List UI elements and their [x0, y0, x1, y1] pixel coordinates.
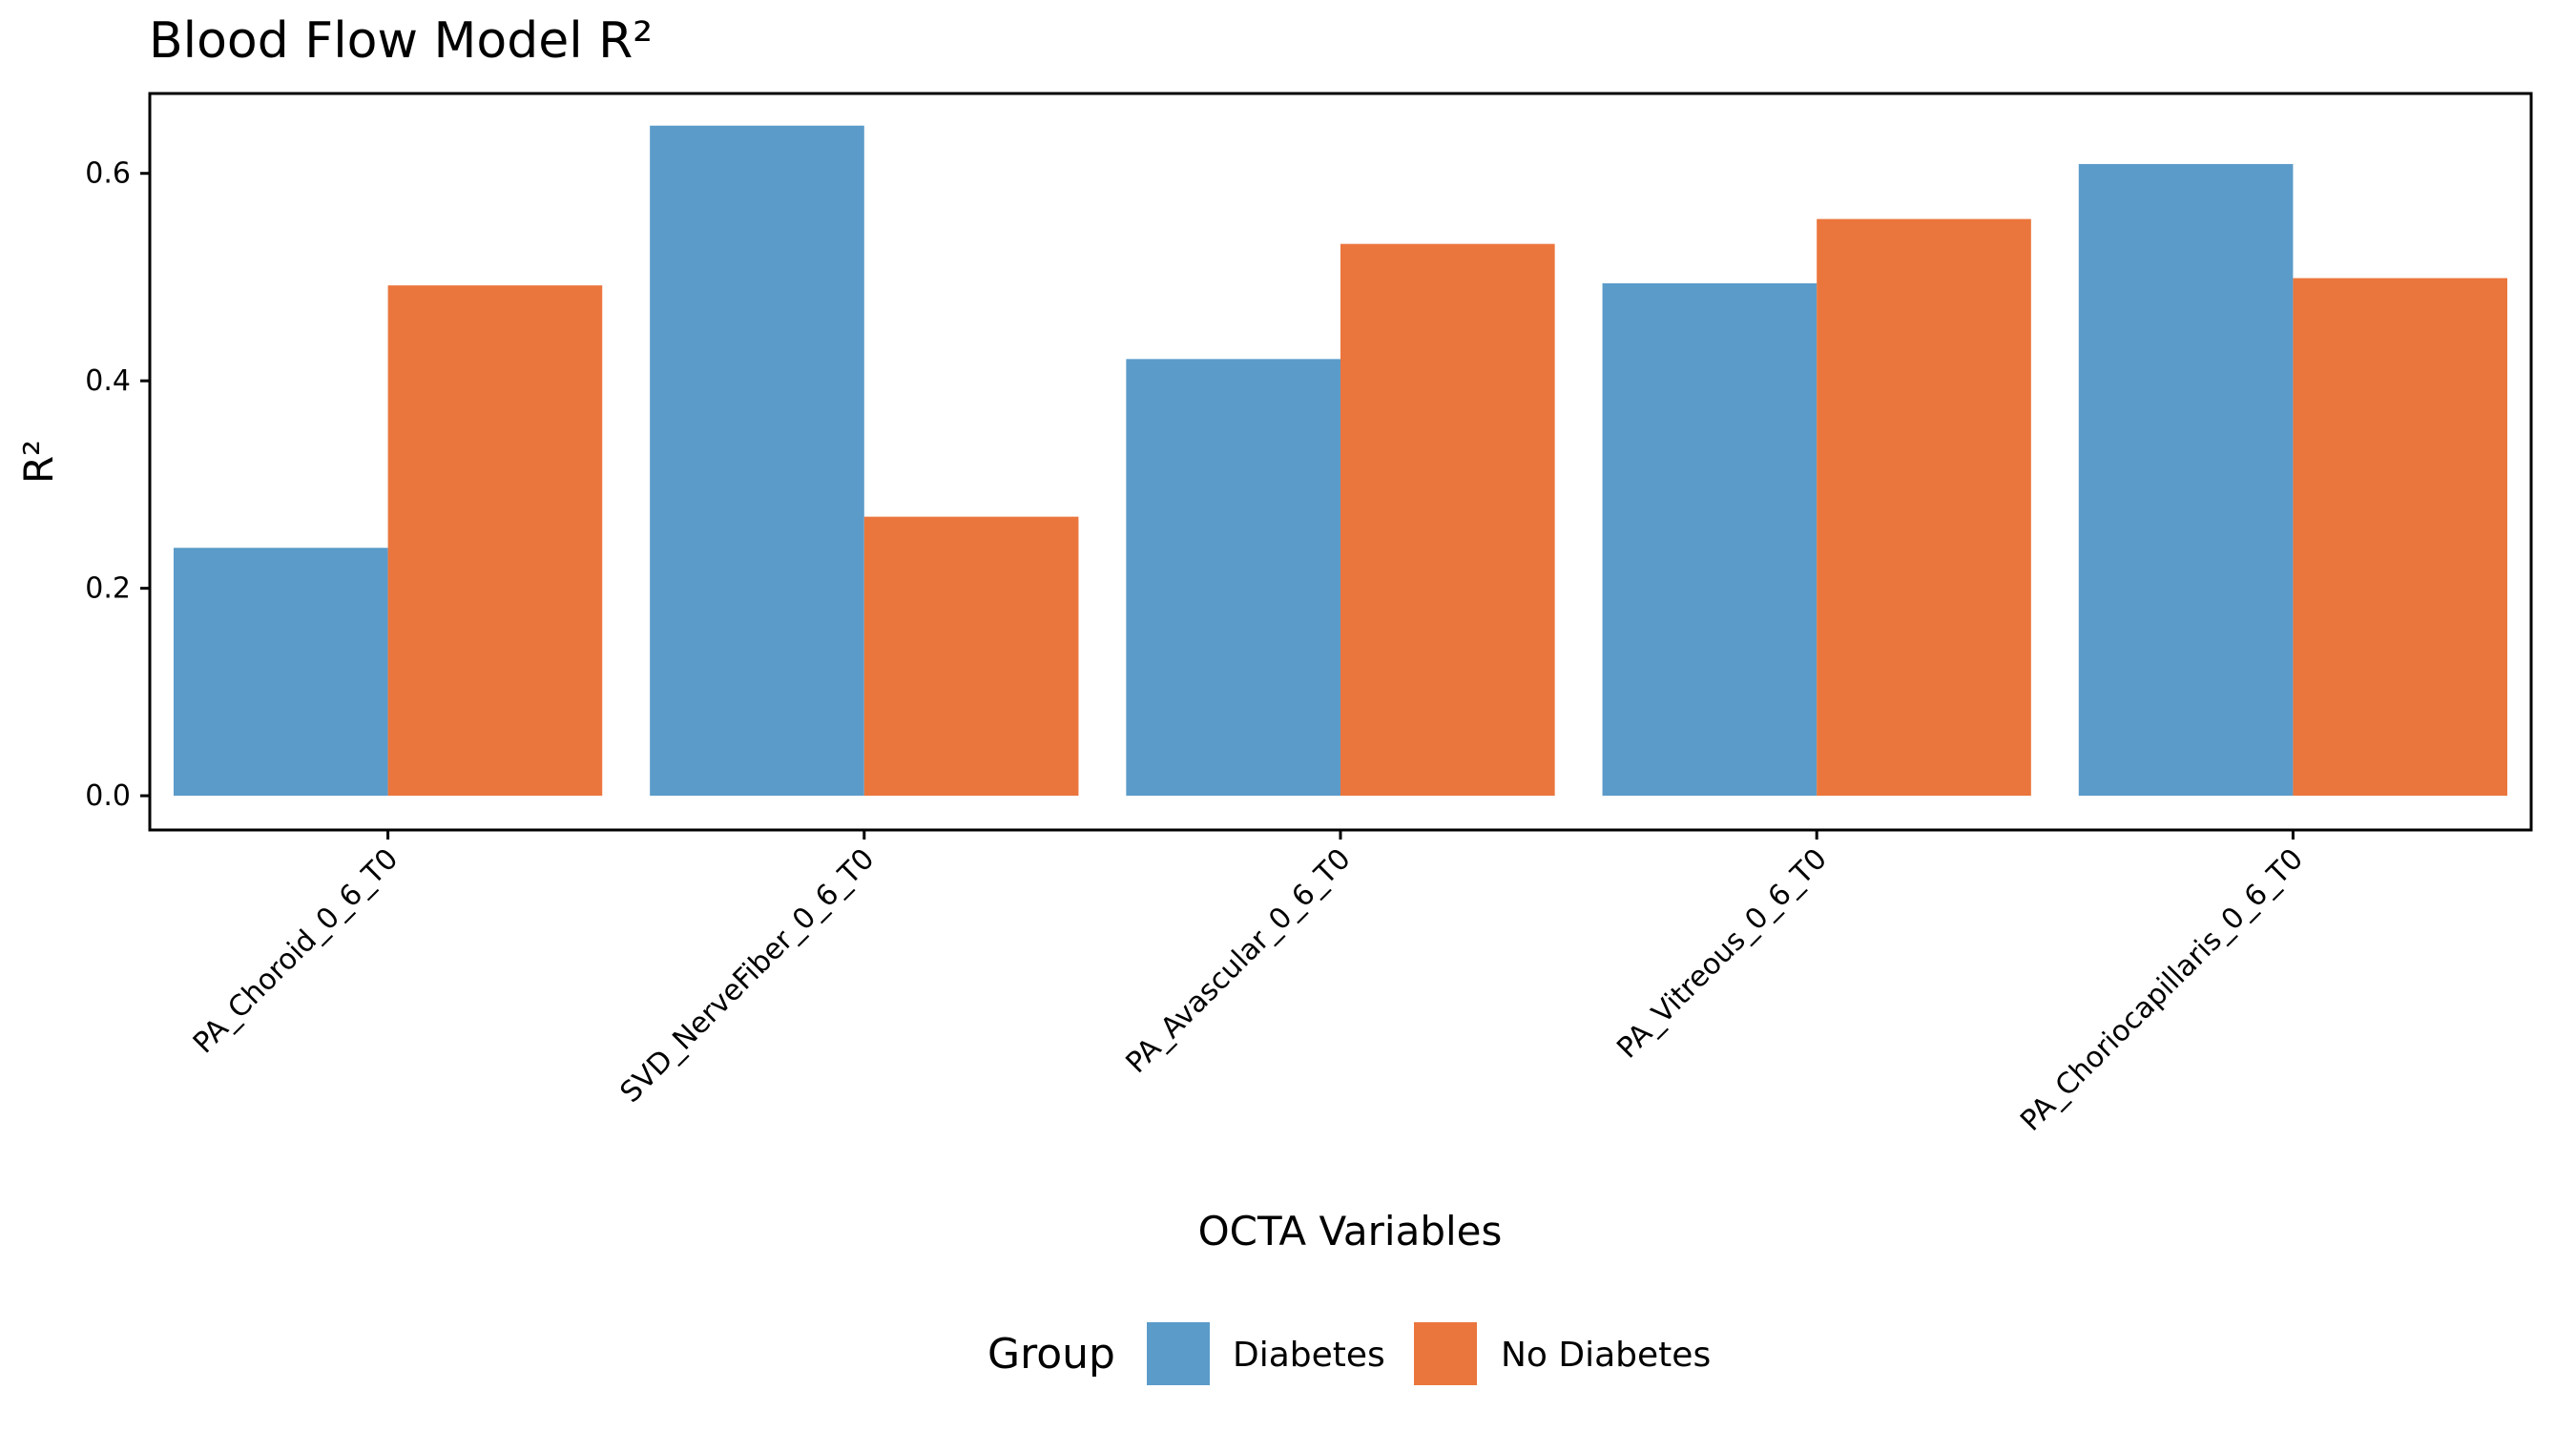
- bar-no-diabetes: [2293, 278, 2508, 797]
- bar-no-diabetes: [1817, 218, 2031, 797]
- x-axis: PA_Choroid_0_6_T0 SVD_NerveFiber_0_6_T0 PA…: [187, 830, 2310, 1138]
- legend-label-no-diabetes: No Diabetes: [1501, 1336, 1711, 1375]
- x-axis-title: OCTA Variables: [1198, 1208, 1503, 1255]
- bar-diabetes: [1126, 359, 1340, 797]
- bars: [173, 125, 2508, 797]
- legend-title: Group: [987, 1330, 1115, 1379]
- y-tick-label: 0.0: [85, 779, 131, 813]
- bar-diabetes: [1602, 282, 1818, 797]
- bar-no-diabetes: [387, 285, 603, 797]
- x-tick-label: PA_Vitreous_0_6_T0: [1610, 842, 1834, 1066]
- bar-diabetes: [650, 125, 864, 797]
- y-tick-label: 0.4: [85, 364, 131, 398]
- bar-diabetes: [2078, 163, 2294, 797]
- x-tick-label: PA_Choriocapillaris_0_6_T0: [2014, 842, 2310, 1138]
- x-tick-label: PA_Choroid_0_6_T0: [187, 842, 405, 1060]
- legend: Group Diabetes No Diabetes: [987, 1322, 1711, 1385]
- y-tick-label: 0.2: [85, 572, 131, 606]
- y-tick-label: 0.6: [85, 157, 131, 191]
- y-axis-title: R²: [15, 440, 62, 484]
- y-axis: 0.0 0.2 0.4 0.6: [85, 157, 150, 813]
- bar-no-diabetes: [863, 516, 1079, 797]
- bar-no-diabetes: [1340, 243, 1555, 797]
- x-tick-label: PA_Avascular_0_6_T0: [1119, 842, 1357, 1080]
- chart-title: Blood Flow Model R²: [149, 12, 653, 70]
- legend-swatch-no-diabetes: [1414, 1322, 1477, 1385]
- bar-diabetes: [173, 548, 388, 797]
- legend-swatch-diabetes: [1147, 1322, 1210, 1385]
- x-tick-label: SVD_NerveFiber_0_6_T0: [613, 842, 881, 1110]
- legend-label-diabetes: Diabetes: [1233, 1336, 1385, 1375]
